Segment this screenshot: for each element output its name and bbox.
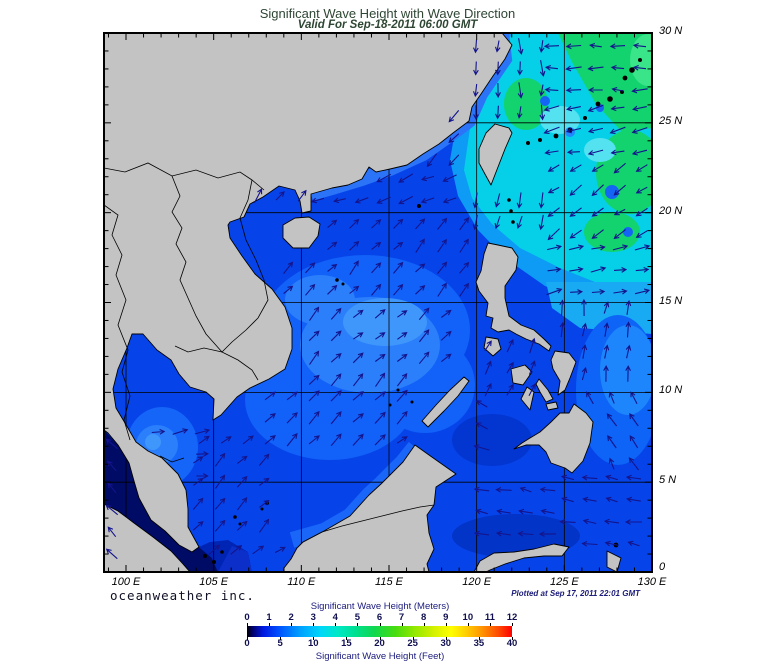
- lon-label-110: 110 E: [287, 576, 316, 588]
- meters-tickmark: [379, 623, 381, 626]
- luzon-island: [475, 242, 552, 352]
- lon-label-120: 120 E: [462, 576, 492, 588]
- meters-tickmark: [512, 623, 513, 626]
- lon-label-125: 125 E: [549, 576, 579, 588]
- meters-tick-11: 11: [484, 612, 495, 623]
- meters-tick-3: 3: [310, 612, 316, 623]
- meters-tickmark: [291, 623, 293, 626]
- lon-label-115: 115 E: [375, 576, 403, 588]
- lat-label-10: 10 N: [659, 384, 683, 397]
- bohol-island: [545, 401, 559, 411]
- land-layer: [104, 33, 622, 572]
- meters-tick-1: 1: [266, 612, 272, 623]
- meters-tick-6: 6: [376, 612, 383, 623]
- oceanweather-logo-text: oceanweather inc.: [110, 588, 255, 603]
- map-frame: [103, 32, 653, 573]
- lat-label-30: 30 N: [659, 25, 683, 37]
- meters-tickmark: [357, 623, 359, 626]
- palawan-island: [421, 376, 470, 428]
- feet-tickmark: [346, 637, 348, 640]
- feet-tick-25: 25: [407, 638, 418, 649]
- meters-tickmark: [247, 623, 248, 626]
- mindoro-island: [483, 336, 502, 357]
- meters-tickmark: [401, 623, 403, 626]
- feet-tick-20: 20: [374, 638, 385, 649]
- lon-label-105: 105 E: [199, 576, 229, 588]
- meters-tickmark: [489, 623, 491, 626]
- feet-tick-35: 35: [473, 638, 485, 649]
- lon-label-130: 130 E: [637, 576, 667, 588]
- borneo-island: [283, 444, 457, 572]
- plotted-timestamp: Plotted at Sep 17, 2011 22:01 GMT: [511, 589, 640, 598]
- country-borders: [104, 162, 435, 543]
- meters-tick-9: 9: [443, 612, 449, 623]
- lon-label-100: 100 E: [111, 576, 141, 588]
- mindanao-island: [513, 403, 594, 474]
- feet-tick-40: 40: [506, 638, 518, 649]
- lat-label-20: 20 N: [659, 204, 683, 217]
- feet-tickmark: [512, 637, 513, 640]
- feet-tickmark: [280, 637, 282, 640]
- meters-tickmark: [335, 623, 337, 626]
- feet-tick-10: 10: [307, 638, 319, 649]
- cebu-island: [535, 378, 554, 403]
- valid-time-subtitle: Valid For Sep-18-2011 06:00 GMT: [297, 19, 478, 31]
- lat-label-25: 25 N: [659, 114, 683, 127]
- lat-label-15: 15 N: [659, 294, 683, 307]
- lat-label-5: 5 N: [659, 474, 677, 487]
- meters-tickmark: [269, 623, 271, 626]
- feet-tickmark: [445, 637, 447, 640]
- panay-island: [510, 364, 533, 386]
- legend-color-bar: [247, 626, 512, 637]
- page-title: Significant Wave Height with Wave Direct…: [259, 6, 516, 21]
- feet-tickmark: [313, 637, 315, 640]
- asia-mainland: [104, 33, 513, 553]
- feet-tickmark: [478, 637, 480, 640]
- halmahera-island: [606, 550, 622, 572]
- meters-tick-0: 0: [244, 612, 250, 623]
- sulawesi-island: [473, 543, 570, 572]
- meters-tick-10: 10: [462, 612, 474, 623]
- meters-tick-12: 12: [506, 612, 518, 623]
- meters-tick-2: 2: [288, 612, 294, 623]
- meters-tickmark: [467, 623, 469, 626]
- feet-tick-30: 30: [440, 638, 452, 649]
- meters-tickmark: [423, 623, 425, 626]
- meters-tick-5: 5: [354, 612, 361, 623]
- feet-tickmark: [247, 637, 248, 640]
- feet-tick-5: 5: [277, 638, 283, 649]
- feet-tick-0: 0: [244, 638, 250, 649]
- feet-tickmark: [412, 637, 414, 640]
- sumatra-island: [104, 503, 191, 572]
- meters-tick-4: 4: [332, 612, 338, 623]
- meters-tick-8: 8: [421, 612, 427, 623]
- feet-tick-15: 15: [341, 638, 352, 649]
- taiwan-island: [478, 123, 513, 186]
- samar-leyte-island: [550, 350, 577, 396]
- wave-direction-arrows: [105, 38, 651, 560]
- hainan-island: [282, 216, 321, 249]
- feet-tickmark: [379, 637, 381, 640]
- lat-label-0: 0: [659, 561, 666, 573]
- meters-tickmark: [313, 623, 315, 626]
- meters-tickmark: [445, 623, 447, 626]
- legend-feet-label: Significant Wave Height (Feet): [315, 651, 445, 662]
- legend-meters-label: Significant Wave Height (Meters): [310, 601, 450, 612]
- meters-tick-7: 7: [398, 612, 405, 623]
